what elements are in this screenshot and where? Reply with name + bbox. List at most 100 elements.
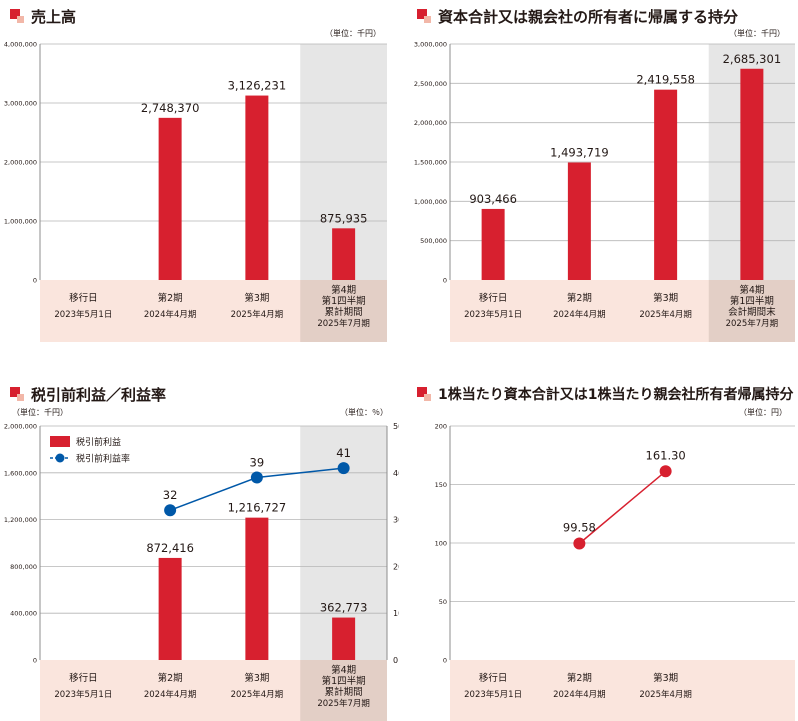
title-bullet-icon (10, 9, 25, 24)
category-label: 累計期間 (325, 306, 363, 318)
rate-label: 32 (163, 488, 178, 502)
legend-line-marker (55, 453, 65, 463)
rate-line-segment (169, 476, 258, 511)
rate-line-segment (256, 467, 344, 479)
data-label: 1,493,719 (550, 145, 609, 159)
category-label: 2023年5月1日 (54, 689, 112, 700)
data-label: 875,935 (320, 211, 368, 225)
bar (158, 117, 182, 281)
y2-tick-label: 10 (393, 609, 399, 618)
bar (654, 89, 678, 280)
bar (740, 68, 764, 281)
legend-line-label: 税引前利益率 (76, 453, 130, 465)
category-label: 2023年5月1日 (464, 309, 522, 320)
category-label: 2024年4月期 (144, 689, 197, 700)
data-label: 2,748,370 (141, 101, 200, 115)
legend-bar-swatch (50, 436, 70, 447)
category-label: 第1四半期 (322, 295, 366, 307)
category-label: 移行日 (69, 292, 98, 304)
chart-panel-equity: 資本合計又は親会社の所有者に帰属する持分 （単位：千円） 0 500,000 1,0… (399, 0, 798, 350)
title-bullet-icon (417, 386, 432, 402)
category-label: 2024年4月期 (553, 689, 606, 700)
y-tick-label: 2,000,000 (4, 423, 37, 431)
category-label: 2025年7月期 (317, 698, 370, 709)
chart-equity: 0 500,000 1,000,000 1,500,000 2,000,000 2,500… (414, 41, 795, 342)
y-tick-label: 200 (435, 423, 447, 431)
chart-title-text: 資本合計又は親会社の所有者に帰属する持分 (438, 8, 739, 26)
y-tick-label: 800,000 (10, 563, 37, 571)
chart-title: 税引前利益／利益率 (10, 384, 166, 405)
y-tick-label: 2,500,000 (414, 80, 447, 88)
bar (332, 617, 356, 660)
category-label: 第4期 (331, 664, 356, 676)
category-label: 第3期 (244, 292, 269, 304)
line-segment (578, 470, 667, 545)
category-label: 2024年4月期 (144, 309, 197, 320)
y-tick-label: 3,000,000 (414, 41, 447, 49)
y-tick-label: 400,000 (10, 610, 37, 618)
category-label: 第3期 (244, 672, 269, 684)
bar (567, 162, 591, 280)
chart-title: 資本合計又は親会社の所有者に帰属する持分 (417, 6, 738, 27)
category-label: 2025年4月期 (231, 689, 284, 700)
y2-tick-label: 50 (393, 422, 399, 431)
rate-point (337, 462, 350, 475)
highlight-category-band (300, 660, 387, 721)
chart-panel-per-share: 1株当たり資本合計又は1株当たり親会社所有者帰属持分 （単位：円） 0 50 100… (399, 378, 798, 721)
category-label: 第2期 (158, 292, 183, 304)
data-label: 903,466 (469, 192, 517, 206)
y-tick-label: 2,000,000 (414, 119, 447, 127)
y-tick-label: 1,500,000 (414, 159, 447, 167)
y-tick-label: 0 (443, 657, 447, 665)
chart-pretax: 0 400,000 800,000 1,200,000 1,600,000 2,000,0… (4, 422, 399, 721)
y-tick-label: 500,000 (420, 237, 447, 245)
category-label: 2025年4月期 (231, 309, 284, 320)
unit-label: （単位：千円） (325, 29, 381, 38)
bar (481, 208, 505, 280)
rate-label: 41 (336, 446, 351, 460)
category-label: 第3期 (653, 672, 678, 684)
category-label: 第1四半期 (730, 295, 774, 307)
category-label: 累計期間 (325, 686, 363, 698)
chart-title: 1株当たり資本合計又は1株当たり親会社所有者帰属持分 (417, 384, 793, 404)
bar (245, 95, 269, 280)
rate-label: 39 (250, 455, 265, 469)
rate-point (250, 471, 263, 484)
chart-title-text: 売上高 (31, 8, 77, 26)
chart-panel-revenue: 売上高 （単位：千円） 0 1,000,000 2,000,000 3,000,000… (0, 0, 399, 350)
data-label: 872,416 (146, 541, 194, 555)
category-label: 移行日 (479, 292, 508, 304)
y-tick-label: 0 (443, 277, 447, 285)
data-label: 362,773 (320, 601, 368, 615)
category-label: 2025年7月期 (726, 318, 779, 329)
unit-label: （単位：千円） (729, 29, 785, 38)
bar (158, 557, 182, 660)
data-label: 1,216,727 (228, 501, 287, 515)
unit-label-left: （単位：千円） (12, 408, 68, 417)
y-tick-label: 1,000,000 (4, 218, 37, 226)
y-tick-label: 0 (33, 657, 37, 665)
category-label: 移行日 (69, 672, 98, 684)
y-tick-label: 0 (33, 277, 37, 285)
y-tick-label: 3,000,000 (4, 100, 37, 108)
data-label: 2,419,558 (636, 73, 695, 87)
category-label: 第1四半期 (322, 675, 366, 687)
highlight-category-band (300, 280, 387, 342)
category-label: 第4期 (331, 284, 356, 296)
chart-per-share: 0 50 100 150 200 移行日 2023年5月1日 第2期 2024年4月期 第3期 20… (435, 423, 795, 721)
y2-tick-label: 0 (393, 656, 398, 665)
category-label: 第2期 (158, 672, 183, 684)
category-label: 第3期 (653, 292, 678, 304)
data-label: 3,126,231 (228, 79, 287, 93)
line-point (659, 465, 672, 478)
rate-point (164, 504, 177, 517)
unit-label-right: （単位：％） (340, 408, 388, 417)
y-tick-label: 4,000,000 (4, 41, 37, 49)
category-label: 移行日 (479, 672, 508, 684)
category-label: 2025年7月期 (317, 318, 370, 329)
category-band (450, 660, 795, 721)
chart-title-text: 税引前利益／利益率 (31, 386, 167, 404)
highlight-category-band (708, 280, 795, 342)
category-label: 第2期 (567, 292, 592, 304)
category-label: 会計期間末 (728, 306, 776, 318)
